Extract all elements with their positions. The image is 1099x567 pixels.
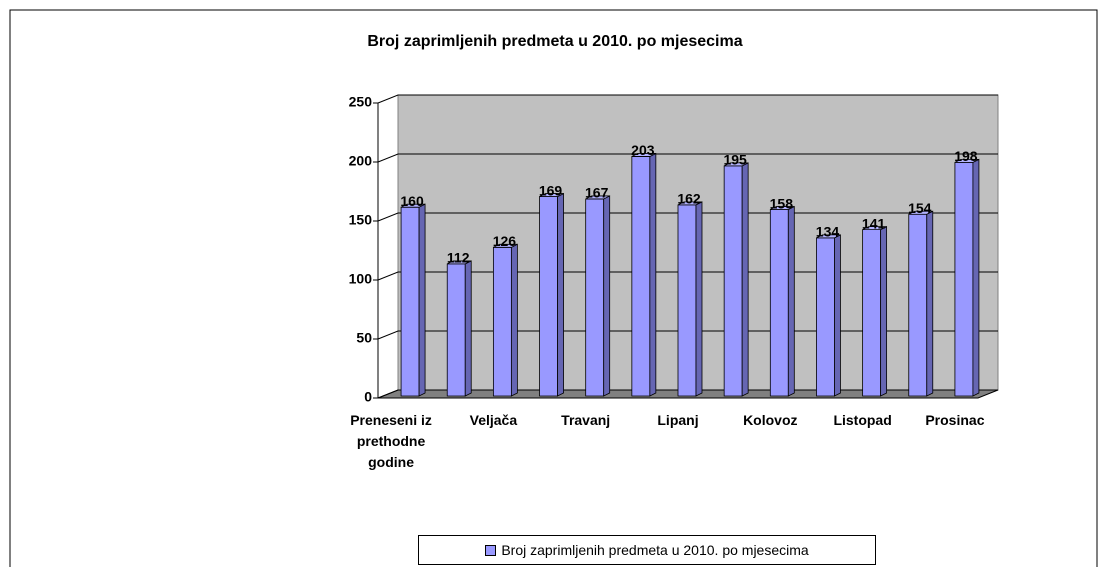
bar [769,205,795,397]
bar-top [539,193,564,197]
bar-front [908,213,928,397]
data-label: 126 [493,233,517,249]
bar-front [769,209,789,397]
bar-top [493,243,518,248]
data-label: 112 [447,250,470,266]
bar-top [631,153,657,157]
bar-top [677,201,703,206]
x-tick-label: Listopad [833,412,892,428]
data-label: 169 [539,182,563,198]
bar-side [741,162,749,397]
bar-front [954,161,974,397]
data-label: 198 [954,148,978,164]
bar [446,260,472,397]
data-label: 167 [585,185,609,201]
bar-side [418,203,426,397]
x-tick-label: Preneseni iz prethodne godine [350,412,432,470]
bar-front [492,246,512,397]
bar [816,234,841,397]
bar [677,201,703,397]
x-tick-label: Lipanj [657,412,699,428]
grid-line [377,271,998,281]
bar-side [603,195,611,397]
bar-front [585,198,605,397]
legend-swatch [485,544,497,556]
data-label: 203 [631,142,655,158]
bar-top [400,203,426,208]
bar-side [649,152,657,397]
grid-line [377,212,998,222]
bar-side [834,234,841,397]
bar [492,243,518,397]
x-tick-label: Kolovoz [743,412,798,428]
x-tick-label: Veljača [469,412,518,428]
bar-side [695,201,703,397]
y-tick-label: 50 [356,330,372,346]
bar-front [816,237,835,397]
bar-top [723,162,749,167]
bar-side [972,158,980,397]
data-label: 195 [723,152,747,168]
data-label: 134 [816,224,840,240]
bar-top [954,158,980,163]
bar-side [464,260,472,397]
bar-front [446,263,466,397]
bar [954,158,980,397]
bar-side [510,243,518,397]
x-tick-label: Travanj [561,412,611,428]
bar-side [557,192,564,397]
bar [631,152,657,397]
grid-line [377,153,998,163]
grid-line [377,330,998,340]
y-tick-label: 100 [349,271,373,287]
y-tick-label: 250 [349,94,373,110]
bar-side [880,225,888,397]
bar-side [926,210,934,397]
bar-top [447,260,472,265]
bar-side [787,205,795,397]
data-label: 162 [677,191,701,207]
bar-front [539,196,558,397]
bar-front [677,204,697,397]
bar [862,225,888,397]
data-label: 154 [908,200,932,216]
frame [9,9,1098,567]
y-tick-label: 200 [349,153,373,169]
grid-line [377,389,998,399]
bar-top [585,195,610,200]
bar [585,195,611,397]
bar [539,192,564,397]
y-tick-label: 0 [364,389,372,405]
data-label: 158 [770,195,794,211]
bar-front [631,156,651,397]
data-label: 160 [400,193,424,209]
chart-title: Broj zaprimljenih predmeta u 2010. po mj… [367,33,742,50]
grid-line [377,94,998,104]
bar [908,210,934,397]
x-tick-label: Prosinac [925,412,985,428]
y-tick-label: 150 [349,212,373,228]
bar-top [816,234,841,239]
bar [723,162,749,397]
bar-front [723,165,743,397]
data-label: 141 [862,215,886,231]
bar-front [400,206,420,397]
bar-top [908,210,933,215]
bar [400,203,426,397]
bar-top [862,226,887,231]
legend-label: Broj zaprimljenih predmeta u 2010. po mj… [501,542,809,558]
bar-front [862,229,882,397]
legend: Broj zaprimljenih predmeta u 2010. po mj… [418,535,876,565]
bar-top [770,206,795,210]
